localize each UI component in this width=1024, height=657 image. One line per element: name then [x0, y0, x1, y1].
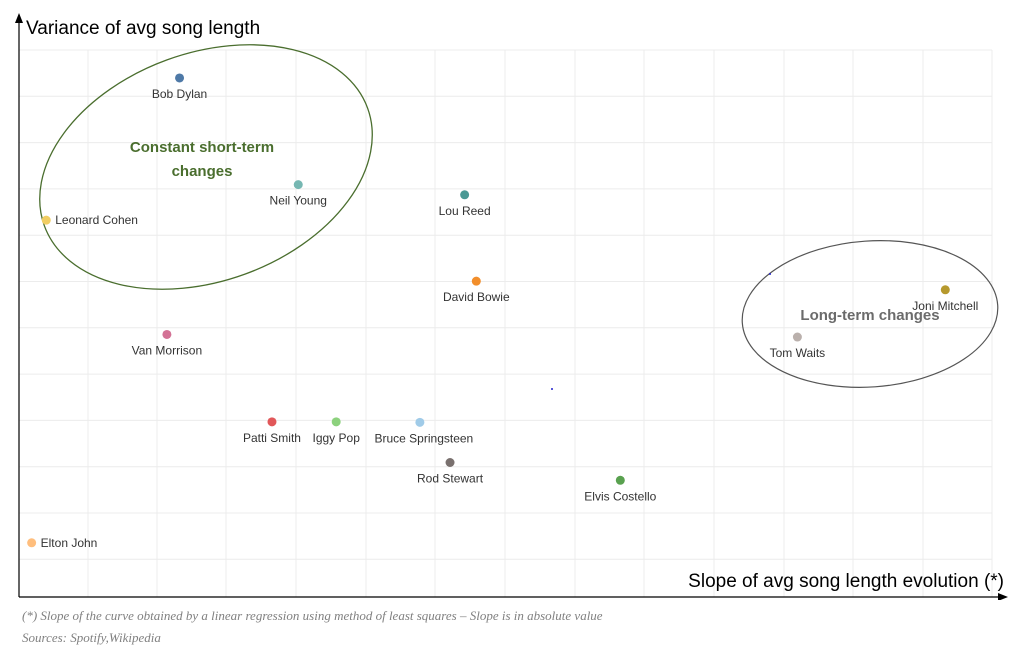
data-point [175, 73, 185, 83]
x-axis-title: Slope of avg song length evolution (*) [688, 571, 1004, 592]
data-point [415, 417, 425, 427]
x-axis-arrow [998, 593, 1008, 600]
data-point-label: Elvis Costello [584, 489, 656, 503]
short-term-label-line1: Constant short-term [130, 139, 274, 156]
short-term-cluster-ellipse [39, 44, 373, 290]
sources-footnote: Sources: Spotify,Wikipedia [22, 630, 161, 645]
long-term-label: Long-term changes [800, 307, 939, 324]
data-points: Bob Dylan Neil Young Leonard Cohen Lou Reed… [27, 73, 978, 550]
scatter-chart: Constant short-term changes Long-term ch… [15, 13, 1008, 600]
data-point-label: Tom Waits [770, 346, 826, 360]
stray-dot [551, 388, 553, 390]
data-point-label: Lou Reed [439, 204, 491, 218]
data-point-label: Elton John [41, 536, 98, 550]
stray-dot [769, 273, 771, 275]
data-point [940, 285, 950, 295]
data-point [162, 329, 172, 339]
y-axis-title: Variance of avg song length [26, 18, 260, 39]
data-point-label: Van Morrison [132, 343, 202, 357]
data-point-label: Bruce Springsteen [375, 431, 474, 445]
data-point [460, 190, 470, 200]
y-axis-arrow [15, 13, 23, 23]
axes: Variance of avg song length Slope of avg… [15, 13, 1008, 600]
data-point [267, 417, 277, 427]
data-point-label: David Bowie [443, 290, 510, 304]
data-point-label: Patti Smith [243, 431, 301, 445]
short-term-label-line2: changes [172, 163, 233, 180]
method-footnote: (*) Slope of the curve obtained by a lin… [22, 608, 603, 623]
data-point [471, 276, 481, 286]
data-point [615, 475, 625, 485]
long-term-cluster-ellipse [741, 240, 999, 388]
data-point [293, 180, 303, 190]
grid [19, 49, 993, 597]
data-point [41, 215, 51, 225]
data-point-label: Leonard Cohen [55, 213, 138, 227]
data-point-label: Joni Mitchell [912, 299, 978, 313]
data-point-label: Iggy Pop [313, 431, 361, 445]
data-point [331, 417, 341, 427]
data-point [792, 332, 802, 342]
data-point [445, 457, 455, 467]
annotations: Constant short-term changes Long-term ch… [39, 44, 999, 390]
data-point-label: Bob Dylan [152, 87, 207, 101]
data-point [27, 538, 37, 548]
data-point-label: Neil Young [270, 194, 327, 208]
data-point-label: Rod Stewart [417, 471, 484, 485]
